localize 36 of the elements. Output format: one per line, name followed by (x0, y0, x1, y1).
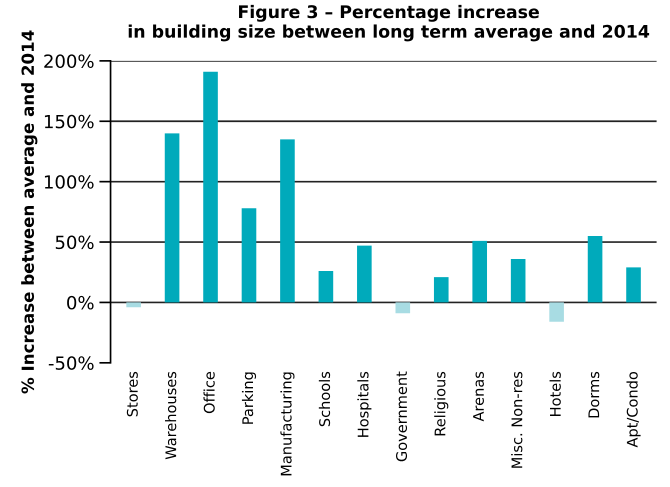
bar (126, 302, 141, 308)
x-tick-label: Warehouses (165, 372, 176, 460)
bar (588, 236, 602, 302)
y-tick-label: 50% (56, 236, 94, 250)
x-tick-label: Office (203, 372, 215, 414)
bar (357, 246, 372, 302)
bar (549, 302, 564, 322)
bar (203, 72, 218, 302)
x-tick-label: Religious (434, 372, 448, 436)
bar (164, 133, 180, 302)
x-tick-label: Government (396, 372, 408, 462)
y-tick-label: -50% (48, 356, 94, 370)
x-tick-label: Schools (318, 372, 330, 426)
x-tick-label: Apt/Condo (626, 372, 641, 448)
y-tick-label: 100% (44, 175, 94, 189)
bar (510, 258, 526, 302)
bar (318, 271, 334, 302)
x-tick-label: Arenas (473, 372, 484, 422)
x-tick-label: Hospitals (357, 372, 372, 437)
y-tick-label: 0% (67, 296, 94, 310)
bar (472, 240, 488, 302)
chart-title: Figure 3 – Percentage increase in building size between long term average and 2014 (128, 4, 650, 42)
bar (434, 277, 449, 302)
y-axis-title: % Increase between average and 2014 (21, 30, 38, 394)
x-tick-label: Stores (126, 372, 138, 416)
x-tick-label: Misc. Non-res (511, 372, 522, 468)
bar (626, 267, 641, 302)
x-tick-label: Parking (242, 372, 256, 424)
bar (395, 302, 410, 314)
x-tick-label: Manufacturing (280, 372, 294, 476)
y-tick-label: 200% (44, 54, 94, 68)
bar (242, 208, 256, 302)
y-tick-label: 150% (44, 114, 94, 128)
x-tick-label: Hotels (550, 372, 561, 416)
bar (280, 139, 295, 302)
x-tick-label: Dorms (588, 372, 600, 418)
